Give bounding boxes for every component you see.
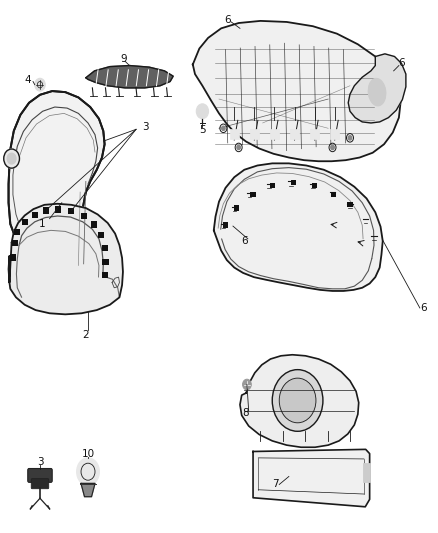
- Text: 6: 6: [241, 236, 247, 246]
- Bar: [43, 207, 49, 214]
- Polygon shape: [9, 204, 123, 314]
- Circle shape: [243, 379, 251, 390]
- Text: 2: 2: [82, 329, 89, 340]
- FancyBboxPatch shape: [28, 469, 52, 482]
- Text: 1: 1: [39, 219, 46, 229]
- Text: 8: 8: [242, 408, 248, 418]
- Bar: [22, 219, 28, 225]
- Bar: [32, 212, 38, 218]
- Bar: [14, 229, 20, 235]
- Bar: [91, 221, 97, 228]
- Circle shape: [348, 136, 352, 140]
- Ellipse shape: [368, 78, 386, 106]
- Bar: [98, 232, 104, 238]
- Circle shape: [237, 146, 240, 150]
- Circle shape: [4, 149, 19, 168]
- Polygon shape: [214, 164, 383, 291]
- Bar: [330, 130, 339, 139]
- Text: 10: 10: [81, 449, 95, 459]
- Text: 3: 3: [37, 457, 43, 467]
- Bar: [234, 205, 239, 211]
- Polygon shape: [86, 66, 173, 88]
- Bar: [270, 182, 275, 188]
- Text: 5: 5: [199, 125, 206, 135]
- Bar: [251, 191, 256, 197]
- Bar: [223, 222, 228, 228]
- Text: 4: 4: [25, 76, 31, 85]
- Bar: [347, 202, 353, 207]
- Text: 6: 6: [224, 15, 231, 25]
- Polygon shape: [240, 355, 359, 447]
- Text: 3: 3: [142, 122, 149, 132]
- Bar: [331, 191, 336, 197]
- Bar: [250, 130, 259, 139]
- Polygon shape: [348, 54, 406, 123]
- Polygon shape: [253, 449, 370, 507]
- Bar: [310, 130, 319, 139]
- Text: 7: 7: [272, 480, 279, 489]
- Bar: [311, 182, 317, 188]
- Bar: [68, 208, 74, 214]
- Bar: [270, 130, 279, 139]
- Bar: [230, 130, 239, 139]
- Bar: [102, 245, 108, 251]
- Bar: [102, 259, 109, 265]
- Text: 6: 6: [420, 303, 427, 313]
- FancyBboxPatch shape: [31, 479, 49, 489]
- Text: 6: 6: [398, 59, 405, 68]
- Bar: [290, 130, 299, 139]
- Bar: [363, 463, 370, 482]
- Polygon shape: [193, 21, 401, 161]
- Circle shape: [272, 369, 323, 431]
- Bar: [10, 254, 16, 261]
- Polygon shape: [81, 483, 95, 497]
- Polygon shape: [9, 91, 105, 273]
- Text: 9: 9: [120, 54, 127, 64]
- Bar: [12, 240, 18, 246]
- Circle shape: [35, 78, 45, 91]
- Circle shape: [7, 154, 16, 164]
- Bar: [81, 213, 87, 219]
- Circle shape: [331, 146, 334, 150]
- Bar: [102, 272, 108, 278]
- Circle shape: [196, 104, 208, 119]
- Circle shape: [77, 458, 99, 486]
- Circle shape: [279, 378, 316, 423]
- Bar: [290, 180, 296, 185]
- Circle shape: [222, 126, 225, 131]
- Bar: [55, 206, 61, 213]
